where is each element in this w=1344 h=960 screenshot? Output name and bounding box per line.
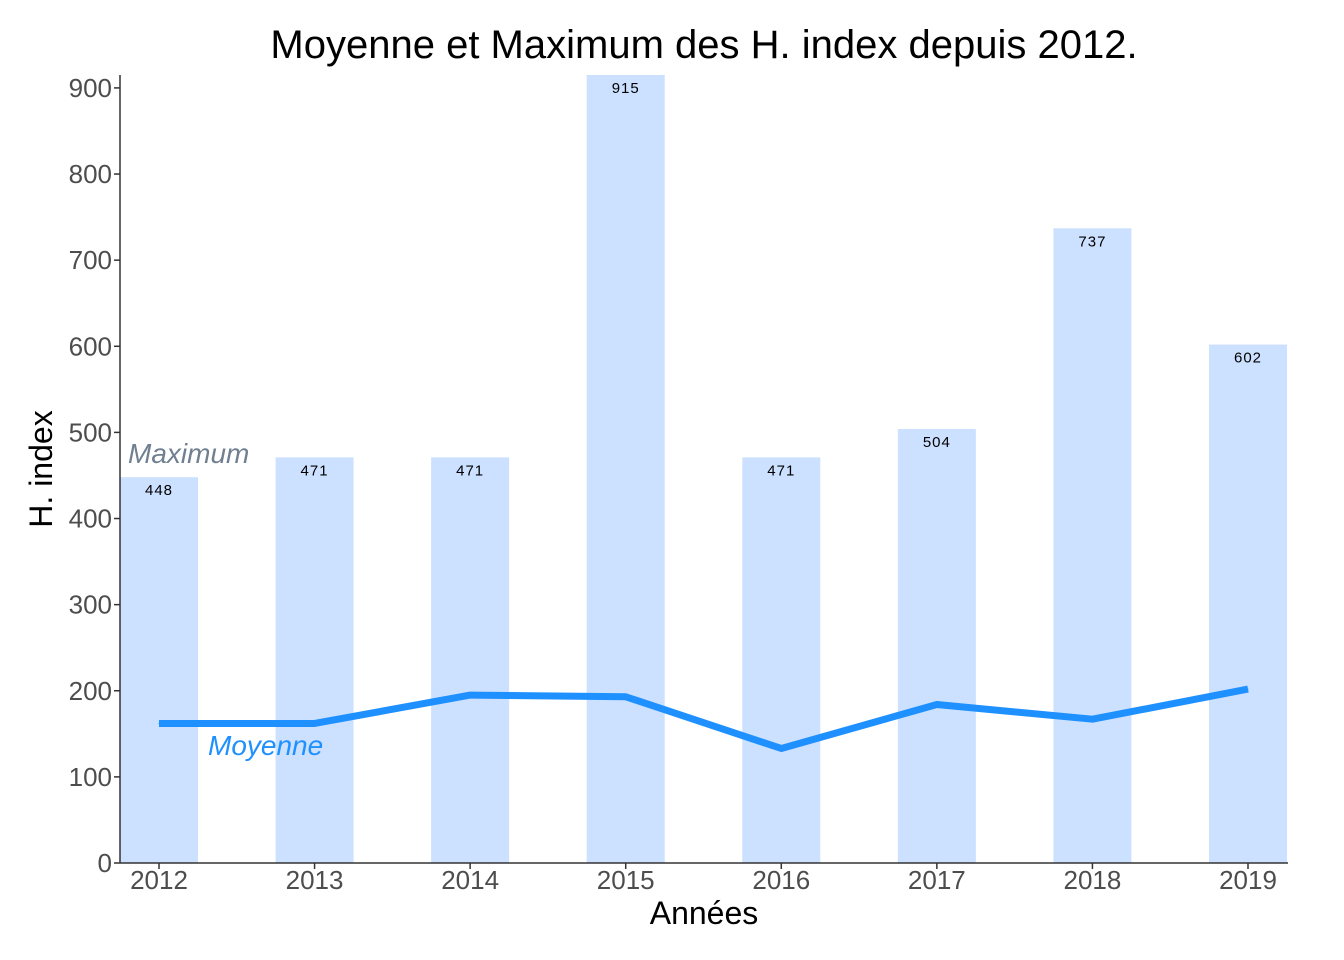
bar-value-label-2013: 471 [301,462,329,479]
y-axis-title: H. index [23,410,59,527]
chart-title: Moyenne et Maximum des H. index depuis 2… [270,23,1137,67]
moyenne-point-2012 [158,722,160,724]
x-axis-title: Années [650,895,759,931]
bar-2016 [742,457,821,863]
x-tick-label: 2012 [130,865,188,895]
moyenne-point-2018 [1091,718,1093,720]
moyenne-point-2019 [1247,688,1249,690]
series-label-maximum: Maximum [128,438,249,469]
x-tick-label: 2016 [752,865,810,895]
moyenne-point-2015 [625,696,627,698]
bar-value-label-2019: 602 [1234,350,1262,367]
y-tick-label: 100 [69,762,112,792]
bar-value-label-2016: 471 [767,462,795,479]
moyenne-point-2017 [936,704,938,706]
bar-2014 [431,457,510,863]
y-tick-label: 400 [69,504,112,534]
x-tick-label: 2017 [908,865,966,895]
y-tick-label: 200 [69,676,112,706]
bar-value-label-2014: 471 [456,462,484,479]
bar-value-label-2012: 448 [145,482,173,499]
x-tick-label: 2019 [1219,865,1277,895]
y-ticks-group: 0 100 200 300 400 500 600 700 800 900 [69,73,120,878]
series-label-moyenne: Moyenne [208,730,323,761]
moyenne-point-2014 [469,694,471,696]
moyenne-point-2013 [314,722,316,724]
bar-2012 [120,477,198,863]
y-tick-label: 300 [69,590,112,620]
y-tick-label: 700 [69,245,112,275]
bar-2015 [586,75,665,863]
y-tick-label: 500 [69,417,112,447]
moyenne-line [159,685,1249,752]
bar-2019 [1209,344,1287,863]
y-tick-label: 600 [69,331,112,361]
bar-value-label-2015: 915 [612,80,640,97]
bar-2018 [1053,228,1132,863]
y-tick-label: 0 [98,848,112,878]
x-tick-label: 2015 [597,865,655,895]
x-tick-label: 2018 [1064,865,1122,895]
bar-2017 [897,428,976,863]
x-tick-label: 2014 [441,865,499,895]
y-tick-label: 900 [69,73,112,103]
line-layer [158,685,1249,752]
x-ticks-group: 2012 2013 2014 2015 2016 2017 2018 2019 [130,863,1277,895]
bar-value-label-2017: 504 [923,434,951,451]
moyenne-point-2016 [780,747,782,749]
x-tick-label: 2013 [286,865,344,895]
bars-group: 448 471 471 915 471 504 737 602 [120,75,1287,863]
bar-value-label-2018: 737 [1078,233,1106,250]
y-tick-label: 800 [69,159,112,189]
bar-2013 [275,457,354,863]
